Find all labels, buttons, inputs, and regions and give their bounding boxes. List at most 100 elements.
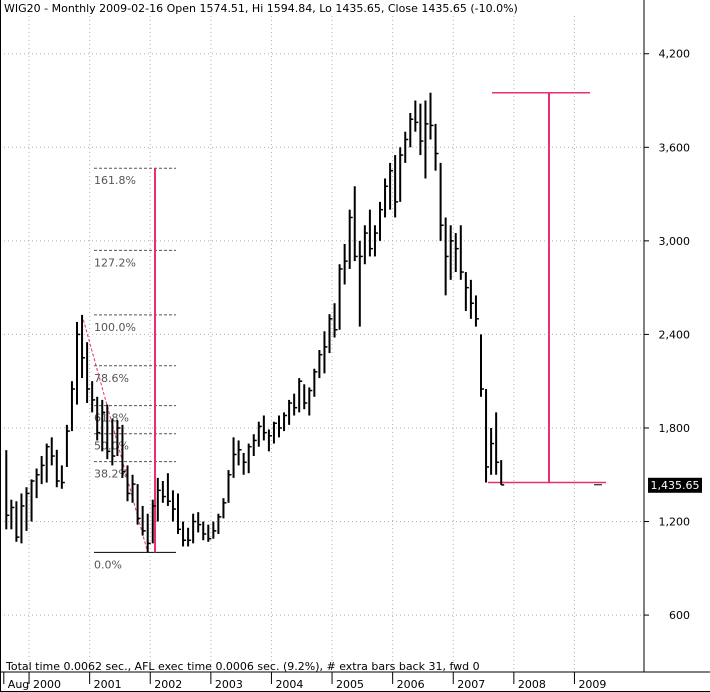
- price-bar: [303, 384, 308, 410]
- price-bar: [227, 470, 232, 503]
- x-tick-label: 2005: [336, 678, 364, 691]
- price-bar: [318, 350, 323, 379]
- price-bar: [50, 437, 55, 466]
- price-bar: [328, 314, 333, 354]
- price-bar: [86, 342, 91, 404]
- price-bar: [384, 178, 389, 218]
- price-bar: [212, 521, 217, 539]
- ohlc-bars: [5, 92, 505, 553]
- x-tick-label: 2001: [94, 678, 122, 691]
- price-bar: [399, 147, 404, 202]
- y-tick-label: 2,400: [659, 328, 691, 341]
- price-bar: [187, 527, 192, 547]
- x-tick-label: Aug: [8, 678, 29, 691]
- price-bar: [76, 321, 80, 405]
- price-bar: [151, 499, 156, 544]
- price-bar: [429, 92, 434, 140]
- price-bar: [480, 334, 484, 397]
- price-bar: [353, 186, 358, 262]
- price-bar: [15, 501, 20, 542]
- price-bar: [444, 217, 449, 296]
- price-bar: [70, 381, 75, 432]
- price-bar: [81, 314, 86, 379]
- price-bar: [485, 388, 490, 483]
- price-projection: [154, 91, 606, 553]
- price-bar: [474, 295, 479, 327]
- price-bar: [267, 429, 272, 452]
- price-bar: [449, 225, 454, 280]
- price-bar: [348, 209, 353, 269]
- price-bar: [121, 424, 126, 478]
- fib-level-label: 0.0%: [94, 558, 122, 571]
- x-tick-label: 2002: [154, 678, 182, 691]
- price-bar: [232, 437, 237, 478]
- fib-level-label: 100.0%: [94, 321, 136, 334]
- price-bar: [136, 484, 141, 525]
- price-bar: [182, 521, 187, 547]
- y-axis-ticks: 4,200 3,600 3,000 2,400 1,800 1,200 600: [644, 48, 690, 622]
- price-bar: [45, 443, 50, 483]
- price-bar: [414, 100, 419, 132]
- price-bar: [288, 399, 293, 425]
- price-bar: [424, 100, 429, 179]
- price-bar: [207, 524, 212, 542]
- price-bar: [404, 131, 409, 163]
- price-bar: [343, 243, 348, 285]
- price-bar: [394, 155, 399, 218]
- price-bar: [389, 162, 394, 210]
- price-bar: [161, 480, 166, 503]
- y-tick-label: 1,200: [659, 516, 691, 529]
- price-bar: [454, 233, 459, 273]
- y-tick-label: 3,600: [659, 141, 691, 154]
- price-bar: [35, 468, 40, 499]
- price-bar: [490, 427, 495, 475]
- price-bar: [323, 331, 328, 374]
- fib-level-label: 38.2%: [94, 468, 129, 481]
- price-bar: [333, 303, 338, 338]
- price-bar: [222, 498, 227, 519]
- price-bar: [278, 415, 282, 438]
- price-bar: [252, 434, 257, 457]
- price-bar: [313, 368, 318, 397]
- price-bar: [25, 487, 30, 531]
- y-tick-label: 4,200: [659, 48, 691, 61]
- x-tick-label: 2007: [457, 678, 485, 691]
- price-bar: [308, 387, 313, 416]
- last-price-marker: 1,435.65: [648, 477, 702, 493]
- price-bar: [469, 279, 474, 319]
- x-tick-label: 2006: [397, 678, 425, 691]
- price-bar: [171, 490, 176, 522]
- price-bar: [338, 264, 343, 330]
- price-bar: [217, 513, 222, 535]
- price-bar: [298, 378, 303, 413]
- price-bar: [373, 225, 378, 257]
- price-bar: [500, 460, 505, 486]
- y-tick-label: 3,000: [659, 235, 691, 248]
- price-bar: [116, 420, 121, 457]
- price-bar: [363, 225, 368, 265]
- price-bar: [60, 465, 65, 489]
- x-tick-label: 2004: [275, 678, 303, 691]
- price-bar: [237, 440, 242, 466]
- x-tick-label: 2009: [578, 678, 606, 691]
- price-bar: [409, 112, 414, 148]
- price-bar: [202, 521, 207, 541]
- fib-level-label: 161.8%: [94, 174, 136, 187]
- price-bar: [166, 473, 171, 506]
- price-bar: [10, 499, 15, 530]
- y-tick-label: 600: [669, 609, 690, 622]
- chart-title: WIG20 - Monthly 2009-02-16 Open 1574.51,…: [4, 2, 518, 15]
- price-bar: [101, 399, 106, 452]
- price-bar: [379, 201, 383, 241]
- x-tick-label: 2000: [33, 678, 61, 691]
- price-bar: [262, 415, 267, 441]
- price-bar: [459, 225, 464, 280]
- price-bar: [55, 449, 60, 488]
- price-bar: [96, 396, 101, 441]
- x-tick-label: 2008: [518, 678, 546, 691]
- price-bar: [358, 240, 363, 327]
- price-bar: [197, 512, 202, 533]
- price-bar: [40, 456, 45, 485]
- x-tick-label: 2003: [215, 678, 243, 691]
